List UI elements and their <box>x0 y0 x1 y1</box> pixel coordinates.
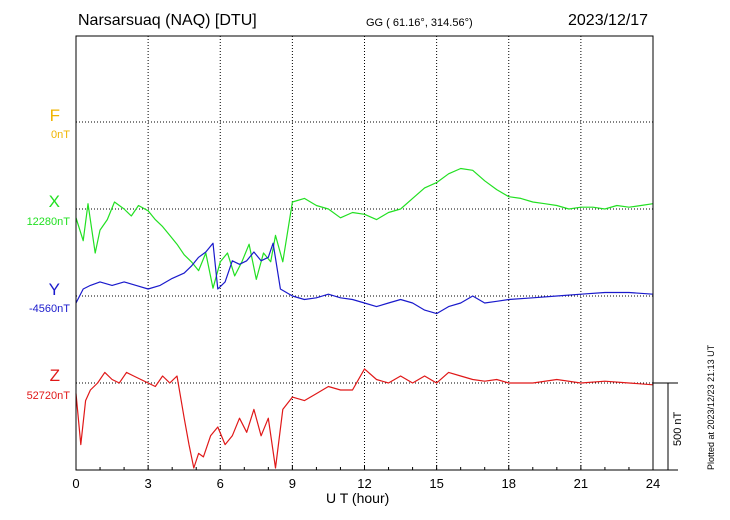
x-tick-label: 6 <box>217 476 224 491</box>
series-baseline-y: -4560nT <box>29 303 70 315</box>
x-tick-label: 24 <box>646 476 660 491</box>
x-tick-label: 9 <box>289 476 296 491</box>
grid <box>76 36 653 470</box>
x-tick-label: 18 <box>502 476 516 491</box>
x-tick-label: 12 <box>357 476 371 491</box>
x-tick-label: 0 <box>72 476 79 491</box>
series-y-line <box>75 242 654 315</box>
series-label-f: F <box>49 106 60 125</box>
series-label-x: X <box>48 192 60 211</box>
series-label-y: Y <box>48 280 60 299</box>
x-axis-label: U T (hour) <box>326 490 390 506</box>
station-title: Narsarsuaq (NAQ) [DTU] <box>78 12 257 29</box>
x-tick-label: 21 <box>574 476 588 491</box>
scale-bar-label: 500 nT <box>672 411 684 446</box>
scale-bar <box>653 382 678 471</box>
series-label-z: Z <box>49 366 60 385</box>
series-x-line <box>75 167 654 289</box>
series-baseline-f: 0nT <box>51 129 70 141</box>
traces <box>75 167 654 469</box>
series-baseline-x: 12280nT <box>26 216 70 228</box>
plotted-note: Plotted at 2023/12/23 21:13 UT <box>706 344 716 470</box>
x-tick-label: 3 <box>145 476 152 491</box>
x-tick-label: 15 <box>429 476 443 491</box>
series-baseline-z: 52720nT <box>26 390 70 402</box>
series-z-line <box>75 368 654 469</box>
plot-date: 2023/12/17 <box>568 12 649 29</box>
station-coords: GG ( 61.16°, 314.56°) <box>366 17 473 29</box>
x-ticks: 0 3 6 9 12 15 18 21 24 <box>72 465 660 491</box>
